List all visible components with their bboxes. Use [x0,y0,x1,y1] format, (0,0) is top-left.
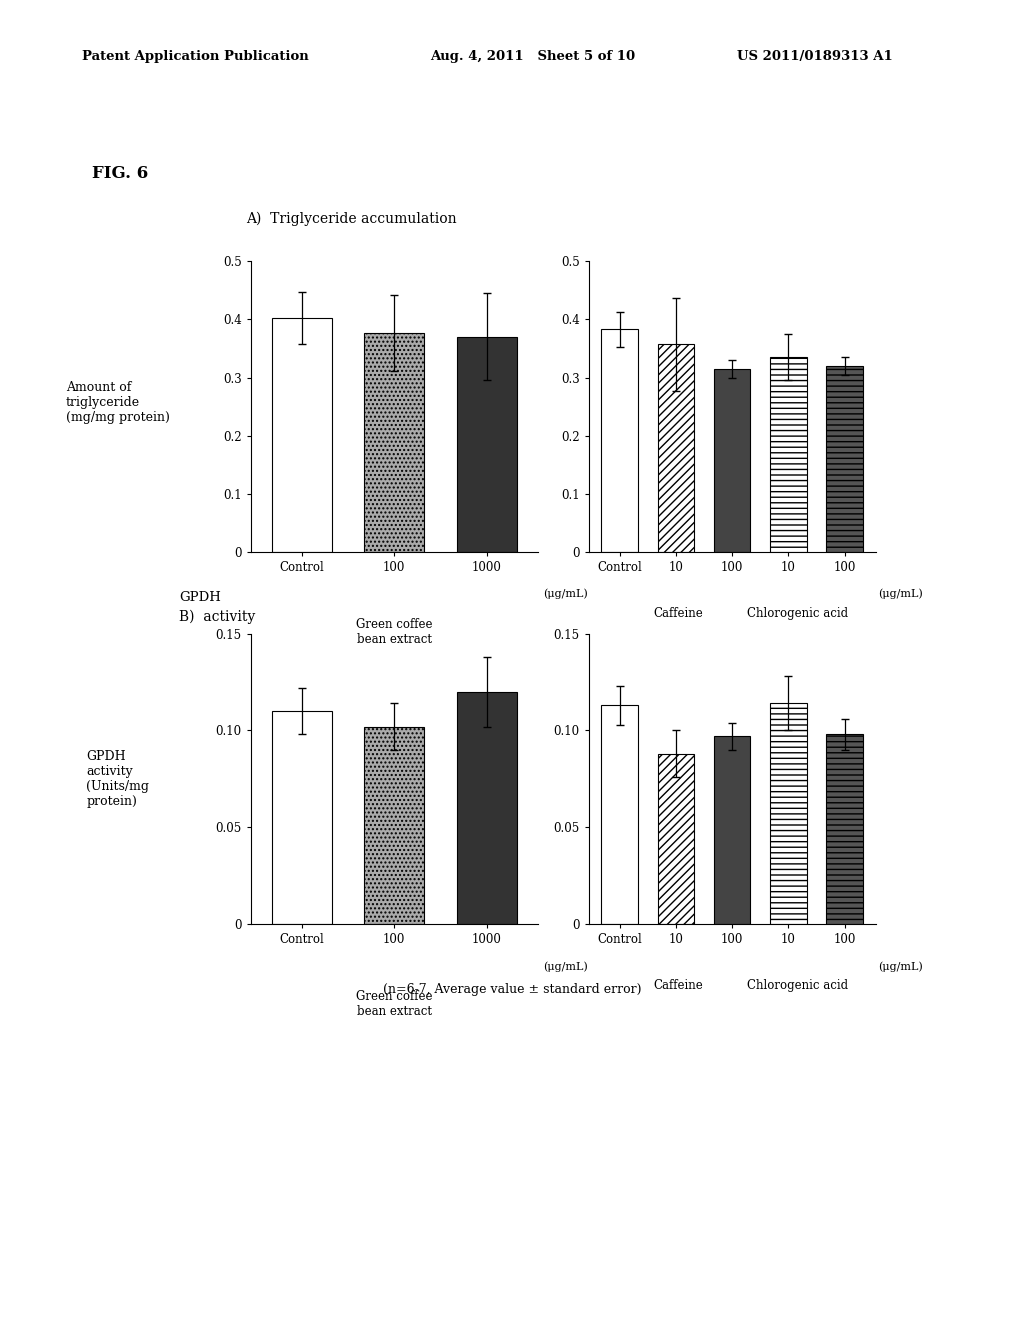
Bar [657,345,694,552]
Text: Green coffee
bean extract: Green coffee bean extract [356,990,432,1018]
Text: Chlorogenic acid: Chlorogenic acid [748,607,849,620]
Bar [457,692,517,924]
Bar [770,704,807,924]
Text: Caffeine: Caffeine [653,607,703,620]
Bar [657,754,694,924]
Bar [714,737,751,924]
Text: (μg/mL): (μg/mL) [879,589,924,599]
Bar [365,726,424,924]
Text: (μg/mL): (μg/mL) [543,589,588,599]
Text: A)  Triglyceride accumulation: A) Triglyceride accumulation [246,211,457,226]
Text: (n=6-7, Average value ± standard error): (n=6-7, Average value ± standard error) [383,983,641,997]
Bar [770,358,807,552]
Bar [271,711,332,924]
Text: Amount of
triglyceride
(mg/mg protein): Amount of triglyceride (mg/mg protein) [66,381,170,424]
Bar [601,329,638,552]
Bar [457,337,517,552]
Bar [826,734,863,924]
Text: B)  activity: B) activity [179,610,255,624]
Text: Patent Application Publication: Patent Application Publication [82,50,308,63]
Text: GPDH
activity
(Units/mg
protein): GPDH activity (Units/mg protein) [86,750,150,808]
Text: Green coffee
bean extract: Green coffee bean extract [356,618,432,645]
Bar [826,366,863,552]
Text: GPDH: GPDH [179,591,221,605]
Text: Chlorogenic acid: Chlorogenic acid [748,979,849,993]
Text: Caffeine: Caffeine [653,979,703,993]
Bar [601,705,638,924]
Text: (μg/mL): (μg/mL) [879,961,924,972]
Text: FIG. 6: FIG. 6 [92,165,148,182]
Bar [714,368,751,552]
Bar [365,333,424,552]
Text: Aug. 4, 2011   Sheet 5 of 10: Aug. 4, 2011 Sheet 5 of 10 [430,50,635,63]
Bar [271,318,332,552]
Text: US 2011/0189313 A1: US 2011/0189313 A1 [737,50,893,63]
Text: (μg/mL): (μg/mL) [543,961,588,972]
